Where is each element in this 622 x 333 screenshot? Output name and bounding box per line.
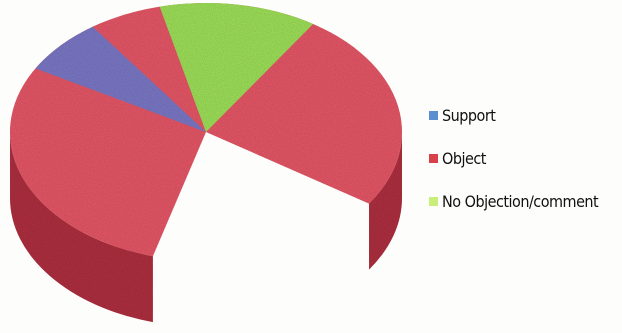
pie-sides	[10, 132, 402, 323]
legend-swatch-no-objection	[429, 196, 438, 206]
legend-item-no-objection: No Objection/comment	[429, 190, 619, 212]
pie-side-object	[10, 132, 153, 323]
pie-tops	[10, 2, 403, 257]
pie-slice-no-objection	[159, 3, 314, 133]
pie-slice-support	[35, 26, 206, 132]
legend: Support Object No Objection/comment	[429, 104, 619, 233]
legend-label-support: Support	[442, 105, 496, 125]
legend-label-object: Object	[442, 148, 486, 168]
legend-item-support: Support	[429, 104, 619, 126]
legend-swatch-support	[429, 110, 438, 120]
legend-label-no-objection: No Objection/comment	[442, 191, 599, 211]
pie-side-object	[369, 132, 402, 270]
legend-swatch-object	[429, 153, 438, 163]
legend-item-object: Object	[429, 147, 619, 169]
